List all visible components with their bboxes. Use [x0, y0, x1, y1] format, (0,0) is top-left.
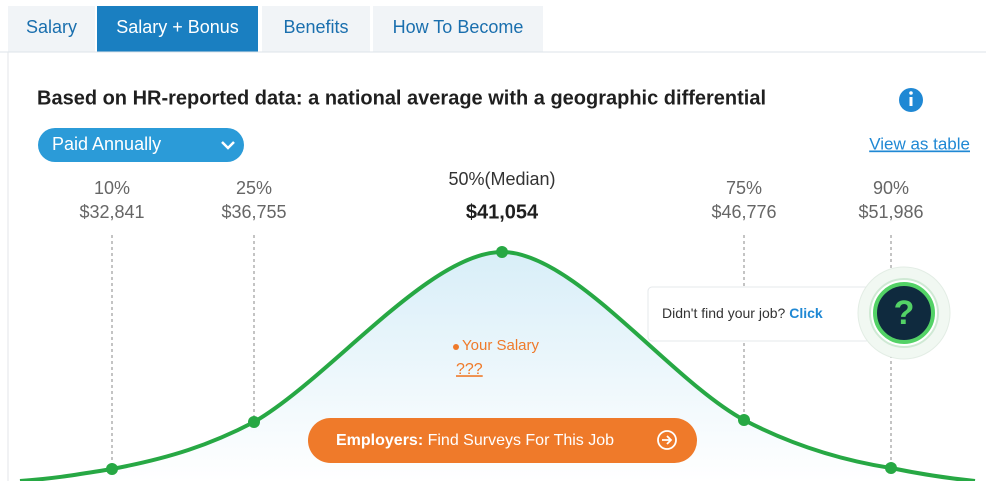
employers-button[interactable]: Employers: Find Surveys For This Job: [308, 418, 697, 463]
help-icon: ?: [894, 294, 915, 332]
dropdown[interactable]: Paid Annually: [38, 128, 244, 162]
info-icon[interactable]: [899, 88, 923, 112]
tab[interactable]: [373, 6, 543, 52]
help-text: Didn't find your job? Click: [662, 305, 823, 321]
help-popup[interactable]: Didn't find your job? Click ?: [647, 266, 951, 360]
percentile-value: $46,776: [711, 202, 776, 222]
your-salary-dot: [453, 344, 459, 350]
button-text: Employers: Find Surveys For This Job: [336, 432, 614, 449]
tab-label: Benefits: [283, 17, 348, 37]
tab[interactable]: [8, 6, 95, 52]
help-action: Click: [789, 305, 823, 321]
percentiles: 10% $32,841 25% $36,755 50%(Median) $41,054 75…: [79, 169, 924, 475]
percentile-dot: [106, 463, 118, 475]
button-label: Find Surveys For This Job: [428, 432, 615, 449]
percentile-value: $51,986: [858, 202, 923, 222]
tab[interactable]: [97, 6, 258, 52]
dropdown-label: Paid Annually: [52, 134, 161, 154]
percentile-dot: [738, 414, 750, 426]
percentile-label: 25%: [236, 178, 272, 198]
percentile-label: 90%: [873, 178, 909, 198]
tab-label: Salary + Bonus: [116, 17, 239, 37]
percentile-dot: [885, 462, 897, 474]
percentile-label: 75%: [726, 178, 762, 198]
your-salary-value[interactable]: ???: [456, 361, 483, 378]
your-salary-label: Your Salary: [462, 337, 539, 354]
percentile-value: $32,841: [79, 202, 144, 222]
tab-label: How To Become: [393, 17, 524, 37]
help-question: Didn't find your job?: [662, 305, 786, 321]
tab[interactable]: [262, 6, 370, 52]
percentile-dot: [248, 416, 260, 428]
tab-bar: Salary Salary + Bonus Benefits How To Becom…: [8, 6, 543, 52]
percentile-label: 10%: [94, 178, 130, 198]
percentile-label: 50%(Median): [448, 169, 555, 189]
view-table-link[interactable]: View as table: [869, 134, 970, 153]
percentile-value: $41,054: [466, 201, 539, 223]
button-lead: Employers:: [336, 432, 423, 449]
tab-label: Salary: [26, 17, 77, 37]
percentile-dot: [496, 246, 508, 258]
percentile-value: $36,755: [221, 202, 286, 222]
heading: Based on HR-reported data: a national av…: [37, 87, 766, 109]
